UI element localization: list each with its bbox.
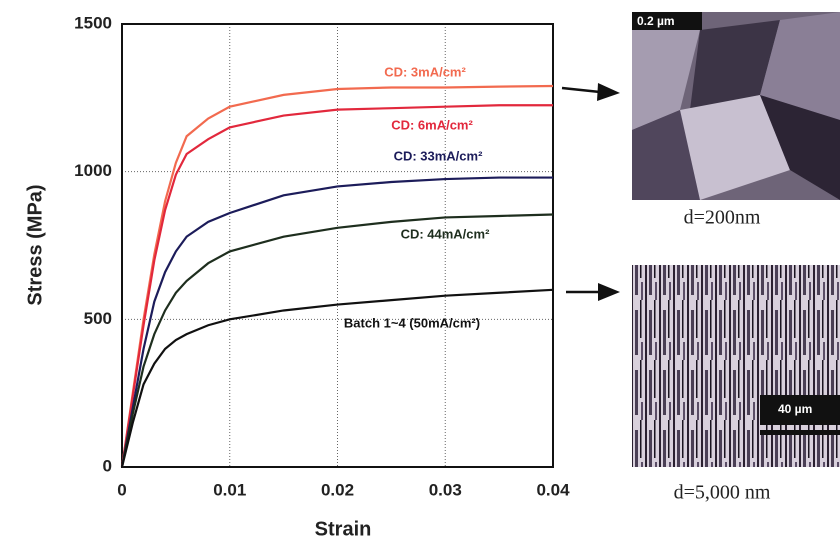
y-axis-title: Stress (MPa) <box>24 184 46 305</box>
x-tick-label: 0.02 <box>321 480 354 499</box>
series-label: CD: 6mA/cm² <box>391 117 473 132</box>
series-label: CD: 3mA/cm² <box>384 64 466 79</box>
series-line <box>120 288 554 468</box>
x-axis-title: Strain <box>315 518 372 540</box>
series-label: Batch 1~4 (50mA/cm²) <box>344 315 480 330</box>
series-label: CD: 44mA/cm² <box>401 226 491 241</box>
y-tick-label: 1500 <box>74 13 112 32</box>
micrograph-top: 0.2 µm <box>632 12 840 200</box>
series-line <box>120 213 554 468</box>
x-tick-label: 0 <box>117 480 126 499</box>
series-line <box>120 104 553 468</box>
micrograph-bottom: 40 µm <box>632 265 840 467</box>
y-tick-label: 0 <box>103 456 112 475</box>
arrows <box>561 83 620 301</box>
series-line <box>120 176 553 468</box>
x-tick-label: 0.01 <box>213 480 246 499</box>
y-tick-label: 1000 <box>74 161 112 180</box>
x-tick-label: 0.04 <box>536 480 570 499</box>
scale-bar-label: 0.2 µm <box>637 14 675 28</box>
plot-frame <box>121 23 554 468</box>
scale-bar-label: 40 µm <box>778 402 812 416</box>
micrograph-caption: d=5,000 nm <box>674 482 771 504</box>
series-label: CD: 33mA/cm² <box>394 148 484 163</box>
micrograph-caption: d=200nm <box>684 207 761 229</box>
x-tick-label: 0.03 <box>429 480 462 499</box>
y-tick-label: 500 <box>84 309 112 328</box>
